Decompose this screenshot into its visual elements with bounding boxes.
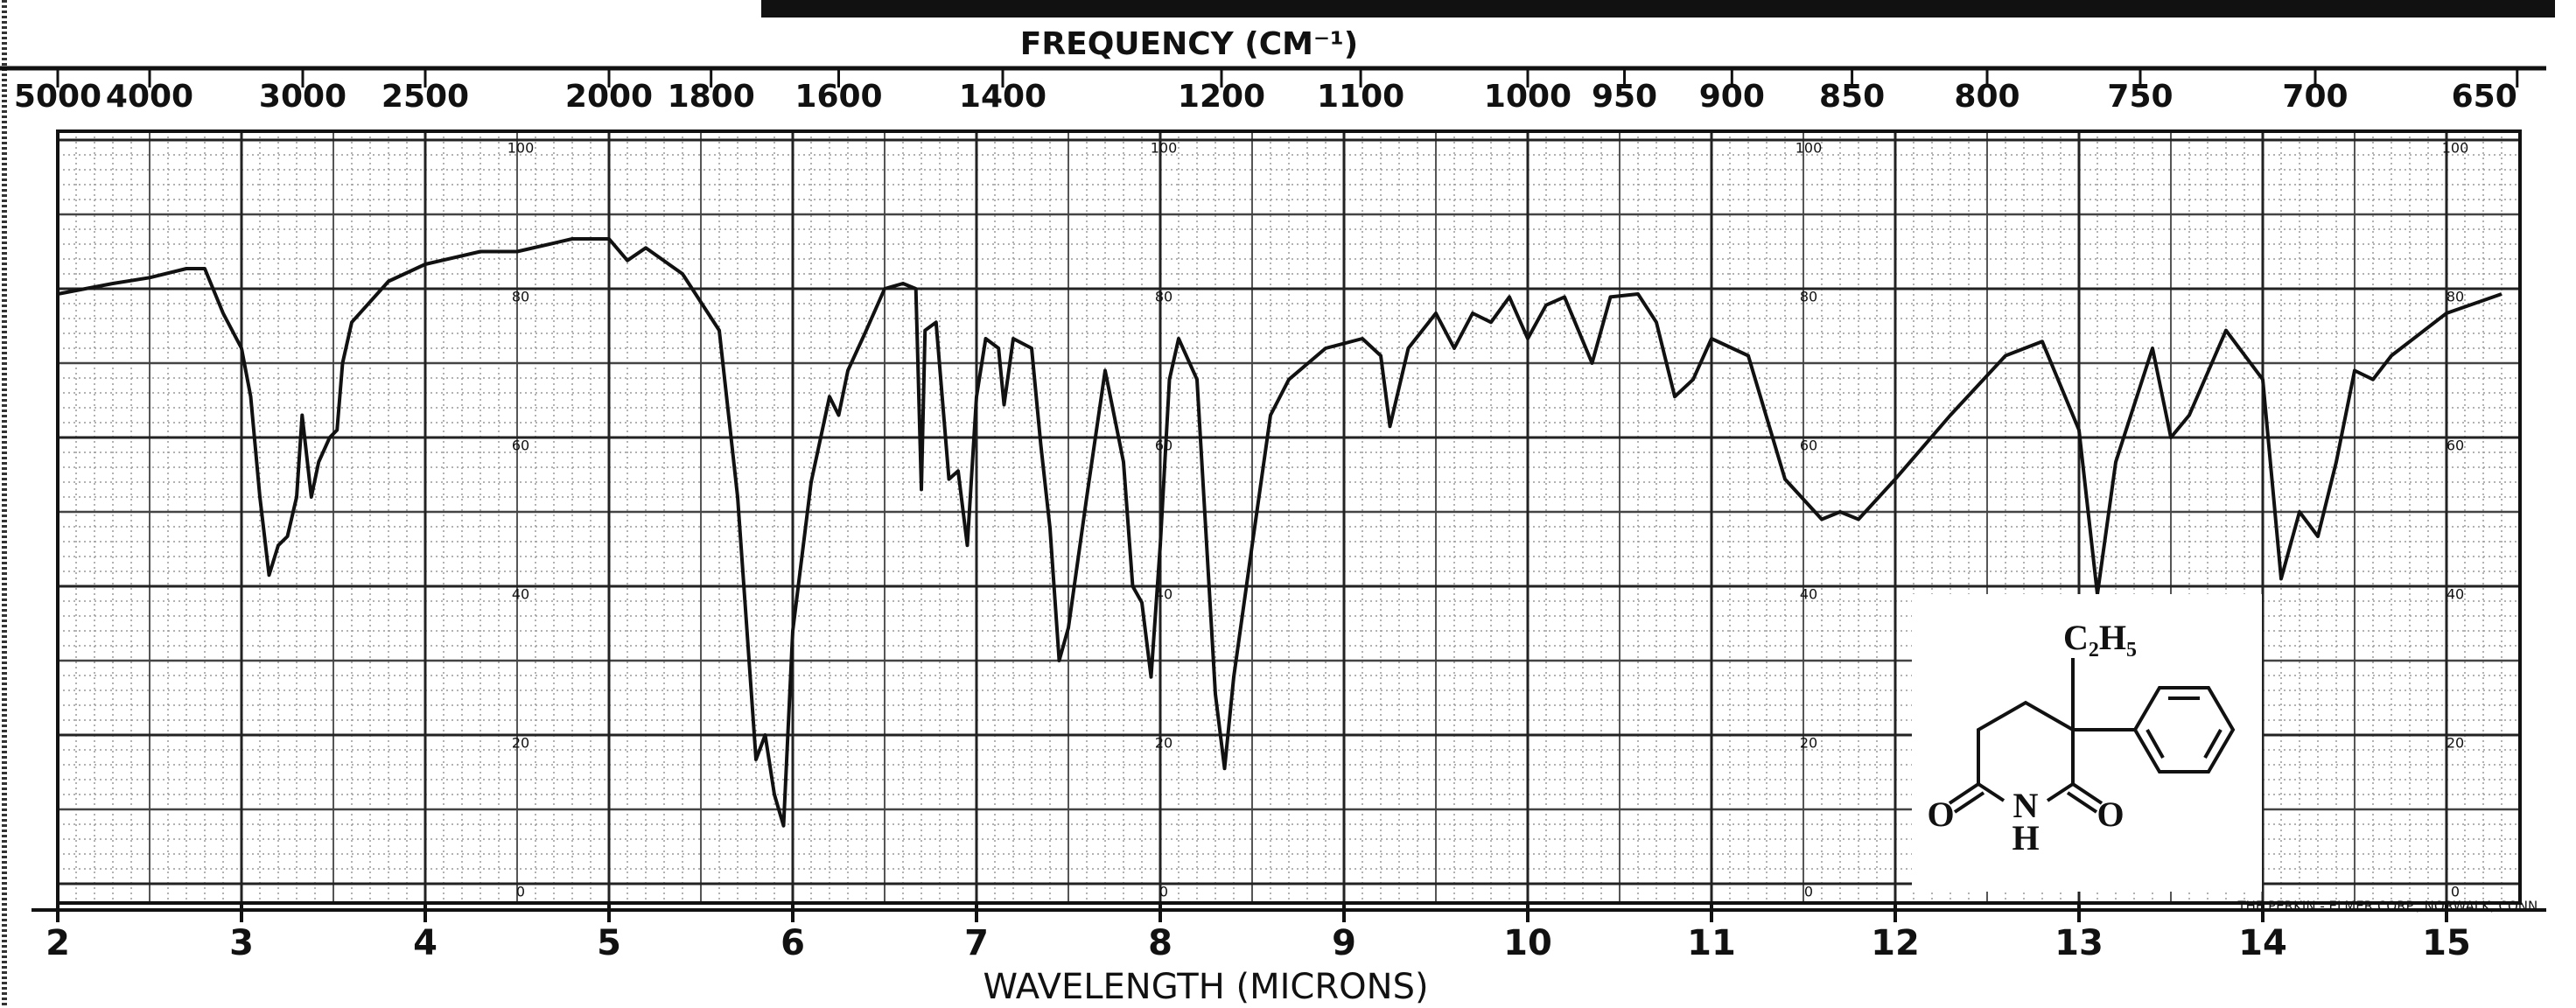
x-tick-label: 8 bbox=[1148, 923, 1172, 963]
y-tick-label: 60 bbox=[512, 438, 529, 454]
x2-tick-label: 950 bbox=[1592, 79, 1657, 115]
y-tick-label: 60 bbox=[1155, 438, 1172, 454]
y-tick-label: 0 bbox=[2451, 884, 2460, 900]
plot-frame bbox=[56, 130, 2522, 905]
x-tick-label: 2 bbox=[46, 923, 70, 963]
y-tick-label: 100 bbox=[1796, 140, 1823, 157]
x-tick-label: 4 bbox=[413, 923, 438, 963]
y-tick-label: 60 bbox=[2446, 438, 2464, 454]
spectrum-line bbox=[57, 237, 2502, 828]
x2-tick-label: 1000 bbox=[1484, 79, 1572, 115]
substituent-label: C₂H₅ bbox=[2063, 618, 2137, 657]
x2-tick-label: 4000 bbox=[106, 79, 193, 115]
y-tick-label: 40 bbox=[1800, 586, 1817, 603]
x2-tick-label: 1800 bbox=[668, 79, 755, 115]
y-tick-label: 80 bbox=[512, 289, 529, 305]
y-tick-label: 0 bbox=[1804, 884, 1813, 900]
x2-tick-label: 750 bbox=[2107, 79, 2173, 115]
y-tick-label: 0 bbox=[1159, 884, 1168, 900]
molecule-bonds bbox=[1948, 658, 2236, 814]
y-tick-label: 20 bbox=[1155, 735, 1172, 752]
x2-tick-label: 800 bbox=[1954, 79, 2020, 115]
y-tick-label: 60 bbox=[1800, 438, 1817, 454]
y-tick-label: 80 bbox=[1800, 289, 1817, 305]
x2-tick-label: 650 bbox=[2452, 79, 2517, 115]
x-tick-label: 14 bbox=[2238, 923, 2287, 963]
x2-tick-label: 850 bbox=[1819, 79, 1885, 115]
x2-tick-label: 2000 bbox=[565, 79, 653, 115]
x-tick-label: 9 bbox=[1332, 923, 1356, 963]
inset-background bbox=[1912, 594, 2262, 892]
structure-inset: C₂H₅ O N H O bbox=[1912, 594, 2262, 892]
y-tick-label: 80 bbox=[2446, 289, 2464, 305]
y-tick-label: 20 bbox=[2446, 735, 2464, 752]
atom-label: O bbox=[2096, 794, 2124, 834]
x2-tick-label: 5000 bbox=[14, 79, 102, 115]
x-tick-label: 12 bbox=[1871, 923, 1920, 963]
x2-tick-label: 1100 bbox=[1317, 79, 1404, 115]
x-axis-label: WAVELENGTH (MICRONS) bbox=[983, 967, 1428, 1007]
y-tick-label: 100 bbox=[1151, 140, 1178, 157]
x2-axis-label: FREQUENCY (CM⁻¹) bbox=[1020, 26, 1358, 62]
x2-tick-label: 1200 bbox=[1178, 79, 1265, 115]
maker-note: THE PERKIN - ELMER CORP., NORWALK, CONN. bbox=[2236, 899, 2542, 914]
y-tick-label: 100 bbox=[508, 140, 535, 157]
y-tick-label: 40 bbox=[512, 586, 529, 603]
x2-tick-label: 1400 bbox=[959, 79, 1046, 115]
y-tick-label: 80 bbox=[1155, 289, 1172, 305]
y-tick-label: 40 bbox=[1155, 586, 1172, 603]
x-tick-label: 10 bbox=[1503, 923, 1552, 963]
y-tick-label: 20 bbox=[512, 735, 529, 752]
x-tick-label: 11 bbox=[1687, 923, 1736, 963]
top-border bbox=[761, 0, 2555, 18]
x2-tick-label: 700 bbox=[2282, 79, 2348, 115]
atom-label: H bbox=[2012, 818, 2039, 858]
x-tick-label: 7 bbox=[964, 923, 989, 963]
atom-label: N bbox=[2013, 786, 2039, 825]
x-tick-label: 3 bbox=[229, 923, 254, 963]
x-tick-label: 13 bbox=[2054, 923, 2104, 963]
y-tick-label: 40 bbox=[2446, 586, 2464, 603]
x-tick-label: 5 bbox=[597, 923, 621, 963]
x2-tick-label: 3000 bbox=[259, 79, 346, 115]
y-tick-label: 0 bbox=[516, 884, 525, 900]
x-tick-label: 6 bbox=[780, 923, 805, 963]
x2-tick-label: 900 bbox=[1699, 79, 1765, 115]
x-tick-label: 15 bbox=[2422, 923, 2471, 963]
y-tick-label: 20 bbox=[1800, 735, 1817, 752]
atom-label: O bbox=[1927, 794, 1954, 834]
x2-tick-label: 2500 bbox=[382, 79, 469, 115]
y-tick-label: 100 bbox=[2442, 140, 2469, 157]
x2-tick-label: 1600 bbox=[794, 79, 882, 115]
